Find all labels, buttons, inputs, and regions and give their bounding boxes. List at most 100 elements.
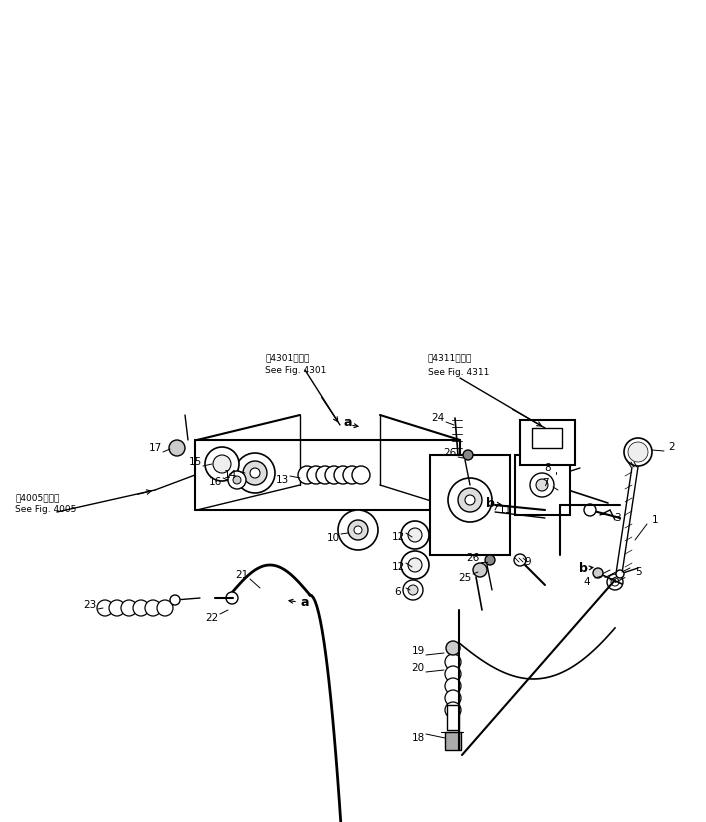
- Circle shape: [401, 521, 429, 549]
- Text: 10: 10: [326, 533, 340, 543]
- Circle shape: [628, 442, 648, 462]
- Circle shape: [445, 666, 461, 682]
- Circle shape: [157, 600, 173, 616]
- Circle shape: [133, 600, 149, 616]
- Text: 20: 20: [412, 663, 424, 673]
- Circle shape: [408, 558, 422, 572]
- Circle shape: [463, 450, 473, 460]
- Circle shape: [250, 468, 260, 478]
- Text: 第4311図参照: 第4311図参照: [428, 353, 472, 363]
- Circle shape: [338, 510, 378, 550]
- Text: 22: 22: [205, 613, 219, 623]
- Text: 5: 5: [635, 567, 641, 577]
- Text: 1: 1: [652, 515, 658, 525]
- Circle shape: [593, 568, 603, 578]
- Circle shape: [551, 472, 559, 480]
- Circle shape: [334, 466, 352, 484]
- Text: 26: 26: [443, 448, 457, 458]
- Circle shape: [401, 551, 429, 579]
- Text: 第4005図参照: 第4005図参照: [15, 493, 59, 502]
- Circle shape: [226, 592, 238, 604]
- Circle shape: [530, 473, 554, 497]
- Circle shape: [408, 528, 422, 542]
- Circle shape: [343, 466, 361, 484]
- Circle shape: [445, 690, 461, 706]
- Text: 8: 8: [545, 463, 551, 473]
- Circle shape: [243, 461, 267, 485]
- Circle shape: [445, 702, 461, 718]
- Text: 6: 6: [395, 587, 401, 597]
- Text: 25: 25: [458, 573, 472, 583]
- Circle shape: [514, 554, 526, 566]
- Circle shape: [445, 678, 461, 694]
- Text: 12: 12: [391, 562, 405, 572]
- Text: 11: 11: [498, 505, 512, 515]
- Circle shape: [352, 466, 370, 484]
- Circle shape: [465, 495, 475, 505]
- Circle shape: [485, 555, 495, 565]
- Text: a: a: [344, 415, 352, 428]
- Text: 13: 13: [275, 475, 289, 485]
- Circle shape: [348, 520, 368, 540]
- Bar: [445, 732, 461, 750]
- Circle shape: [145, 600, 161, 616]
- Circle shape: [97, 600, 113, 616]
- Circle shape: [121, 600, 137, 616]
- Circle shape: [205, 447, 239, 481]
- Circle shape: [584, 504, 596, 516]
- Circle shape: [473, 563, 487, 577]
- Text: See Fig. 4311: See Fig. 4311: [428, 367, 489, 376]
- Circle shape: [213, 455, 231, 473]
- Bar: [532, 428, 562, 448]
- Circle shape: [169, 440, 185, 456]
- Text: b: b: [578, 561, 587, 575]
- Text: 21: 21: [235, 570, 249, 580]
- Text: 9: 9: [525, 557, 532, 567]
- Text: 18: 18: [412, 733, 424, 743]
- Circle shape: [408, 585, 418, 595]
- Text: 3: 3: [614, 513, 621, 523]
- Text: See Fig. 4301: See Fig. 4301: [265, 366, 326, 375]
- Circle shape: [235, 453, 275, 493]
- Bar: [447, 705, 459, 730]
- Circle shape: [354, 526, 362, 534]
- Circle shape: [448, 478, 492, 522]
- Text: 26: 26: [467, 553, 479, 563]
- Text: 19: 19: [412, 646, 424, 656]
- Circle shape: [298, 466, 316, 484]
- Text: 15: 15: [189, 457, 202, 467]
- Text: 14: 14: [223, 470, 237, 480]
- Circle shape: [458, 488, 482, 512]
- Circle shape: [316, 466, 334, 484]
- Text: 2: 2: [669, 442, 676, 452]
- Bar: [515, 455, 570, 515]
- Text: 12: 12: [391, 532, 405, 542]
- Circle shape: [307, 466, 325, 484]
- Bar: [430, 455, 510, 555]
- Circle shape: [445, 654, 461, 670]
- Text: a: a: [301, 595, 309, 608]
- Text: b: b: [486, 496, 494, 510]
- Circle shape: [616, 570, 624, 578]
- Text: 24: 24: [431, 413, 445, 423]
- Text: 4: 4: [584, 577, 590, 587]
- Text: See Fig. 4005: See Fig. 4005: [15, 506, 76, 515]
- Circle shape: [624, 438, 652, 466]
- Text: 第4301図参照: 第4301図参照: [265, 353, 309, 363]
- Circle shape: [607, 574, 623, 590]
- Circle shape: [109, 600, 125, 616]
- Circle shape: [403, 580, 423, 600]
- Circle shape: [446, 641, 460, 655]
- Circle shape: [557, 483, 567, 493]
- Circle shape: [228, 471, 246, 489]
- Text: 16: 16: [208, 477, 222, 487]
- Text: 7: 7: [542, 478, 549, 488]
- Text: 23: 23: [83, 600, 97, 610]
- Circle shape: [611, 578, 619, 586]
- Bar: [520, 420, 575, 465]
- Circle shape: [233, 476, 241, 484]
- Circle shape: [536, 479, 548, 491]
- Circle shape: [325, 466, 343, 484]
- Text: 17: 17: [148, 443, 162, 453]
- Circle shape: [170, 595, 180, 605]
